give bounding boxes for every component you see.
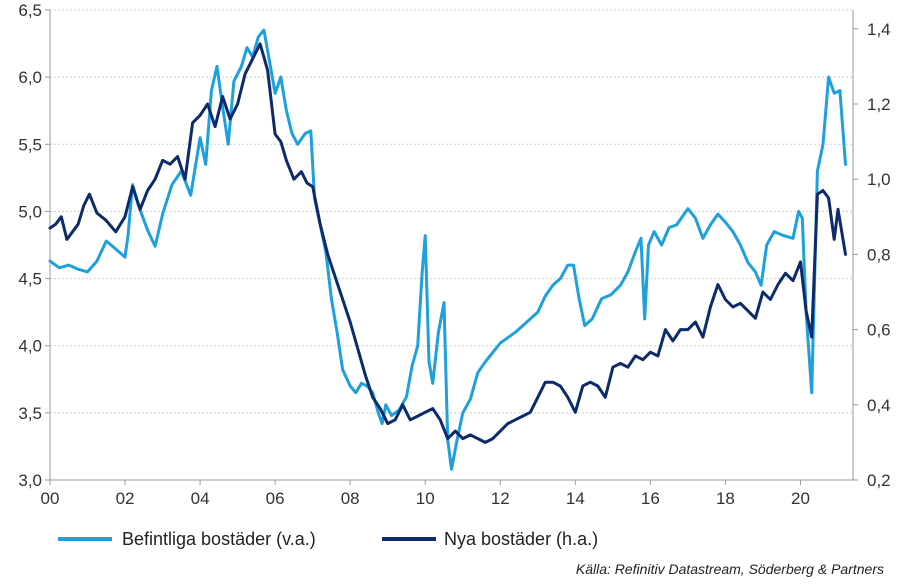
right-tick-label: 1,0 [867, 170, 891, 189]
grid-lines [50, 9, 853, 414]
axes [49, 10, 854, 481]
left-tick-label: 3,0 [18, 471, 42, 490]
x-tick-label: 16 [641, 489, 660, 508]
series-line-nya [48, 42, 847, 444]
source-note: Källa: Refinitiv Datastream, Söderberg &… [576, 561, 884, 577]
left-tick-label: 4,5 [18, 270, 42, 289]
x-axis-ticks: 00 02 04 06 08 10 12 14 16 18 20 [41, 480, 810, 508]
x-tick-label: 04 [191, 489, 210, 508]
right-axis-ticks: 0,2 0,4 0,6 0,8 1,0 1,2 1,4 [853, 20, 891, 490]
series-layer [48, 28, 847, 471]
x-tick-label: 20 [791, 489, 810, 508]
left-tick-label: 6,5 [18, 1, 42, 20]
legend-label-nya: Nya bostäder (h.a.) [444, 529, 598, 549]
left-tick-label: 6,0 [18, 68, 42, 87]
left-axis-ticks: 3,0 3,5 4,0 4,5 5,0 5,5 6,0 6,5 [18, 1, 50, 490]
right-tick-label: 0,2 [867, 471, 891, 490]
right-tick-label: 1,2 [867, 95, 891, 114]
x-tick-label: 12 [491, 489, 510, 508]
right-tick-label: 0,4 [867, 396, 891, 415]
left-tick-label: 4,0 [18, 337, 42, 356]
x-tick-label: 00 [41, 489, 60, 508]
right-tick-label: 1,4 [867, 20, 891, 39]
x-tick-label: 18 [716, 489, 735, 508]
left-tick-label: 3,5 [18, 404, 42, 423]
x-tick-label: 06 [266, 489, 285, 508]
legend-label-befintliga: Befintliga bostäder (v.a.) [122, 529, 316, 549]
x-tick-label: 08 [341, 489, 360, 508]
x-tick-label: 10 [416, 489, 435, 508]
x-tick-label: 02 [116, 489, 135, 508]
right-tick-label: 0,6 [867, 321, 891, 340]
x-tick-label: 14 [566, 489, 585, 508]
left-tick-label: 5,5 [18, 135, 42, 154]
series-line-befintliga [48, 28, 847, 471]
legend: Befintliga bostäder (v.a.) Nya bostäder … [58, 529, 598, 549]
right-tick-label: 0,8 [867, 245, 891, 264]
left-tick-label: 5,0 [18, 202, 42, 221]
